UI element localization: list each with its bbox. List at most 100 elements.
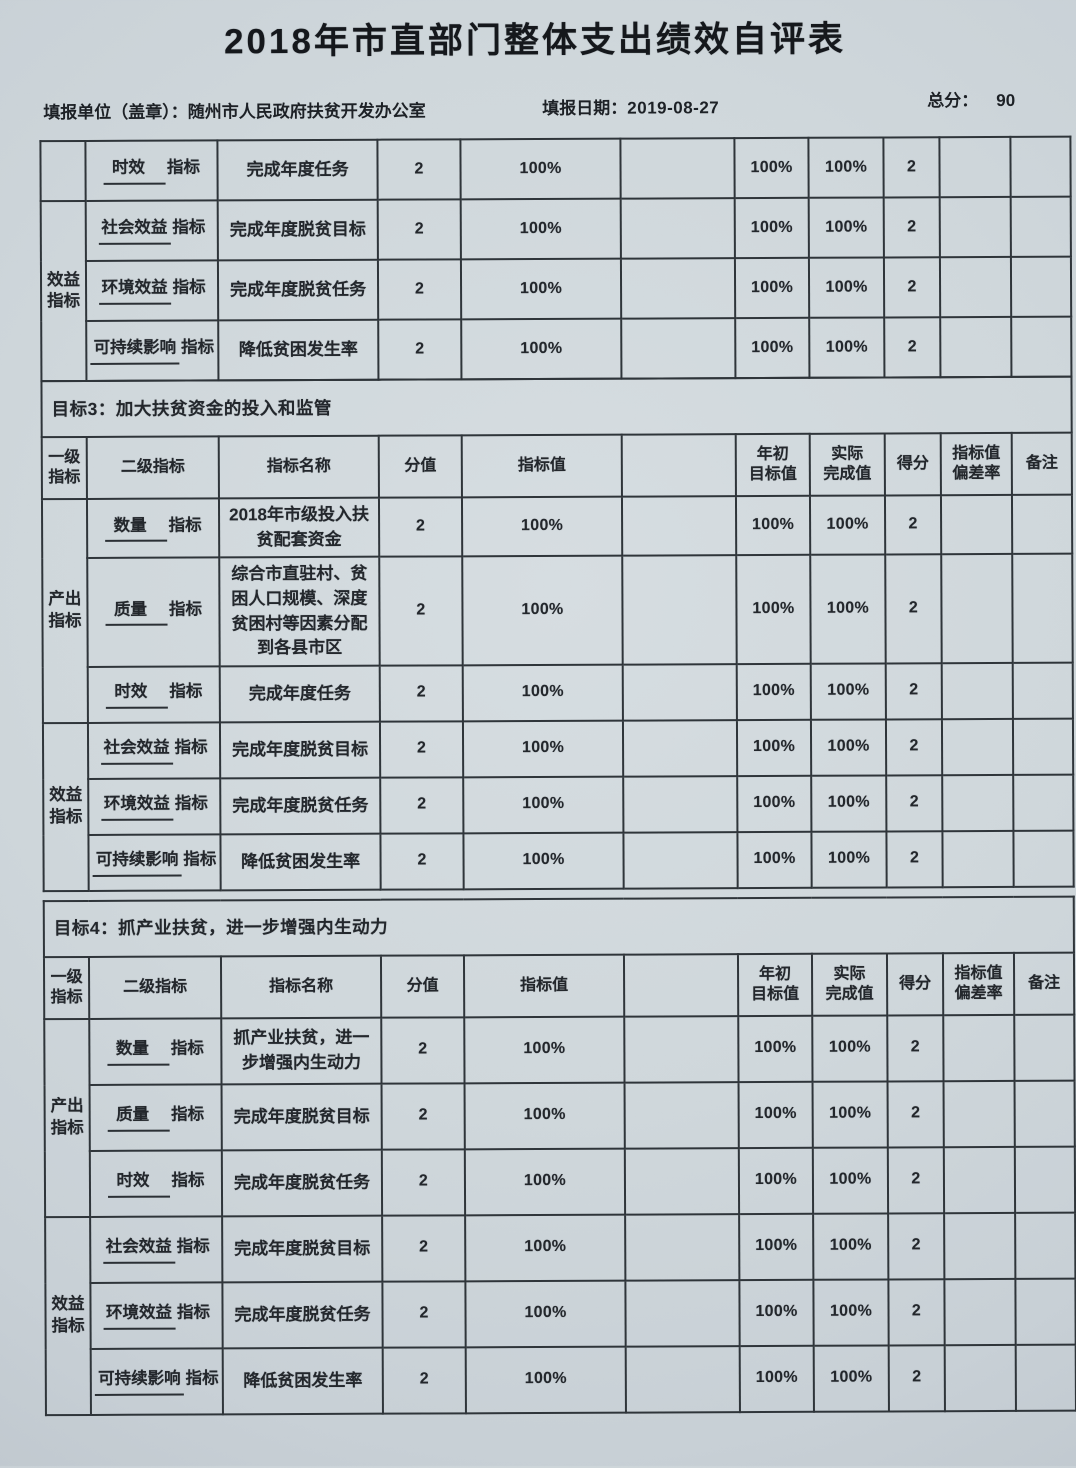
- indicator-row: 效益 指标 社会效益 指标 完成年度脱贫目标 2 100% 100% 100% 2: [42, 718, 1074, 892]
- level1-indicator-cell: 产出 指标: [41, 498, 88, 724]
- column-header-cell: 年初 目标值: [737, 953, 813, 1016]
- indicator-row: 时效 指标 完成年度脱贫任务 2 100% 100% 100% 2: [45, 1146, 1076, 1217]
- indicator-name-cell: 完成年度脱贫任务: [220, 777, 381, 835]
- level2-underlined-text: 时效: [105, 680, 168, 709]
- indicator-value-cell: 100%: [462, 664, 623, 722]
- blank-cell: [625, 1345, 740, 1413]
- level1-indicator-cell: 效益 指标: [45, 1216, 91, 1415]
- indicator-name-cell: 降低贫困发生率: [220, 833, 381, 891]
- deviation-rate-cell: [941, 718, 1014, 776]
- level2-suffix-text: 指标: [185, 1369, 219, 1388]
- score-cell: 2: [883, 257, 941, 318]
- indicator-value-cell: 100%: [465, 1280, 626, 1348]
- indicator-row: 可持续影响 指标 降低贫困发生率 2 100% 100% 100% 2: [46, 1344, 1076, 1415]
- indicator-row: 产出 指标 数量 指标 抓产业扶贫，进一步增强内生动力 2 100% 100% 100% 2: [44, 1014, 1075, 1217]
- column-header-cell: 年初 目标值: [735, 433, 810, 497]
- level2-suffix-text: 指标: [176, 1237, 210, 1256]
- level2-indicator-cell: 环境效益 指标: [90, 1282, 223, 1349]
- remark-cell: [1015, 1344, 1076, 1411]
- indicator-row: 效益 指标 社会效益 指标 完成年度脱贫目标 2 100% 100% 100% 2: [40, 196, 1071, 382]
- level2-underlined-text: 环境效益: [100, 792, 173, 821]
- level2-indicator-cell: 数量 指标: [86, 498, 220, 559]
- deviation-rate-cell: [941, 554, 1013, 664]
- indicator-value-cell: 100%: [464, 1148, 626, 1216]
- column-header-cell: 指标值 偏差率: [940, 432, 1012, 496]
- level2-indicator-cell: 质量 指标: [89, 1084, 222, 1151]
- level2-suffix-text: 指标: [168, 600, 202, 619]
- indicator-name-cell: 抓产业扶贫，进一步增强内生动力: [221, 1017, 382, 1085]
- column-header-row: 一级 指标 二级指标 指标名称 分值 指标值 年初 目标值 实际 完成值 得分 指标值 偏差率备…: [41, 432, 1073, 500]
- deviation-rate-cell: [941, 662, 1013, 720]
- remark-cell: [1013, 774, 1074, 831]
- score-value-cell: 2: [381, 1083, 465, 1150]
- deviation-rate-cell: [942, 830, 1014, 888]
- indicator-name-cell: 完成年度任务: [219, 665, 380, 723]
- score-cell: 2: [884, 495, 942, 555]
- column-header-cell: 二级指标: [88, 956, 222, 1019]
- indicator-row: 时效 指标 完成年度任务 2 100% 100% 100% 2: [40, 136, 1071, 202]
- level2-suffix-text: 指标: [176, 1303, 211, 1322]
- year-start-target-cell: 100%: [736, 663, 811, 720]
- year-start-target-cell: 100%: [739, 1213, 814, 1280]
- goal-title-row: 目标4：抓产业扶贫，进一步增强内生动力: [43, 896, 1074, 958]
- level2-suffix-text: 指标: [168, 516, 202, 535]
- goal-title: 目标4：抓产业扶贫，进一步增强内生动力: [43, 896, 1074, 958]
- column-header-cell: 备注: [1013, 952, 1075, 1015]
- deviation-rate-cell: [939, 256, 1012, 318]
- year-start-target-cell: 100%: [738, 1015, 813, 1082]
- remark-cell: [1015, 1212, 1076, 1279]
- column-header-cell: 得分: [886, 953, 944, 1016]
- report-date-value: 2019-08-27: [627, 98, 720, 118]
- score-cell: 2: [887, 1147, 945, 1214]
- remark-cell: [1010, 196, 1071, 257]
- blank-cell: [623, 775, 738, 833]
- level2-underlined-text: 数量: [104, 514, 167, 543]
- score-value-cell: 2: [378, 319, 462, 380]
- level2-underlined-text: 可持续影响: [92, 848, 182, 877]
- score-value-cell: 2: [382, 1215, 466, 1282]
- level2-underlined-text: 环境效益: [102, 1301, 176, 1330]
- column-header-cell: 指标名称: [220, 955, 382, 1019]
- blank-cell: [620, 138, 735, 199]
- actual-completion-cell: 100%: [811, 775, 887, 832]
- deviation-rate-cell: [939, 196, 1011, 258]
- remark-cell: [1012, 553, 1073, 663]
- actual-completion-cell: 100%: [813, 1279, 889, 1346]
- score-cell: 2: [886, 775, 943, 832]
- actual-completion-cell: 100%: [810, 663, 886, 720]
- indicator-value-cell: 100%: [465, 1346, 626, 1414]
- level2-indicator-cell: 可持续影响 指标: [86, 320, 219, 381]
- score-cell: 2: [887, 1081, 944, 1148]
- reporting-unit-label: 填报单位（盖章）：: [43, 102, 188, 123]
- section-table: 目标4：抓产业扶贫，进一步增强内生动力 一级 指标 二级指标 指标名称 分值 指标值 年初 …: [43, 896, 1076, 1416]
- score-value-cell: 2: [378, 497, 463, 557]
- deviation-rate-cell: [944, 1344, 1016, 1412]
- indicator-row: 环境效益 指标 完成年度脱贫任务 2 100% 100% 100% 2: [45, 1278, 1076, 1349]
- year-start-target-cell: 100%: [736, 719, 812, 776]
- column-header-cell: 实际 完成值: [809, 433, 885, 496]
- column-header-cell: 实际 完成值: [811, 953, 888, 1016]
- column-header-cell: 指标值: [461, 434, 622, 498]
- score-cell: 2: [887, 1015, 944, 1082]
- blank-cell: [620, 258, 736, 319]
- indicator-value-cell: 100%: [463, 832, 624, 890]
- actual-completion-cell: 100%: [809, 317, 885, 378]
- year-start-target-cell: 100%: [738, 1147, 814, 1214]
- score-value-cell: 2: [381, 1149, 466, 1216]
- blank-cell: [622, 555, 737, 665]
- indicator-value-cell: 100%: [463, 776, 624, 834]
- score-value-cell: 2: [380, 777, 464, 834]
- year-start-target-cell: 100%: [739, 1345, 814, 1412]
- level2-underlined-text: 质量: [107, 1103, 170, 1132]
- remark-cell: [1012, 662, 1074, 719]
- blank-cell: [624, 1015, 739, 1083]
- score-value-cell: 2: [377, 259, 462, 320]
- goal-title: 目标3：加大扶贫资金的投入和监管: [41, 376, 1072, 438]
- indicator-name-cell: 完成年度脱贫目标: [219, 721, 381, 779]
- level2-indicator-cell: 数量 指标: [89, 1018, 222, 1085]
- deviation-rate-cell: [944, 1212, 1016, 1280]
- column-header-cell: 一级 指标: [43, 956, 90, 1020]
- section-table: 目标3：加大扶贫资金的投入和监管 一级 指标 二级指标 指标名称 分值 指标值 年初 目标值…: [40, 376, 1074, 892]
- actual-completion-cell: 100%: [808, 137, 884, 198]
- level2-indicator-cell: 可持续影响 指标: [88, 834, 221, 891]
